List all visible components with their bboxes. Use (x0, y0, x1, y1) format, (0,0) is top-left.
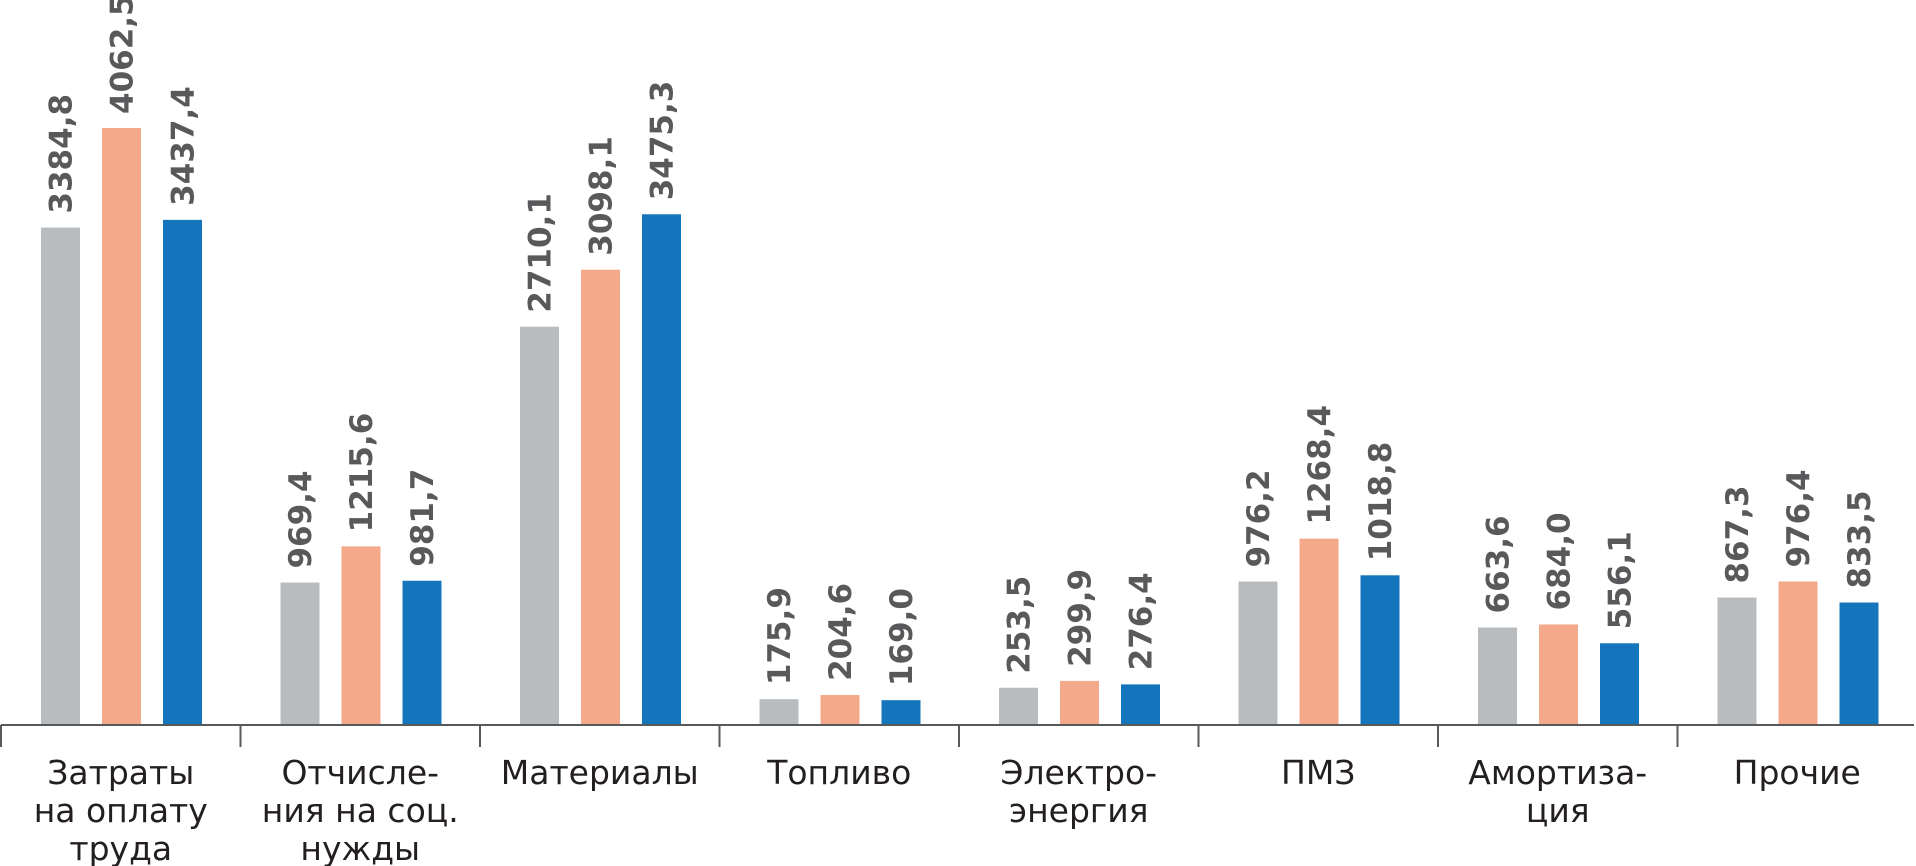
data-label-series2-8: 976,4 (1781, 469, 1817, 567)
data-label-series1-2: 969,4 (283, 470, 319, 568)
category-label-1-line-2: на оплату (34, 791, 208, 830)
data-label-series3-1: 3437,4 (166, 86, 202, 206)
data-label-series2-2: 1215,6 (344, 413, 380, 533)
category-label-2-line-1: Отчисле- (281, 753, 439, 792)
data-label-series1-5: 253,5 (1002, 576, 1038, 674)
data-label-series1-6: 976,2 (1241, 469, 1277, 567)
category-label-1-line-3: труда (69, 829, 172, 866)
bar-series1-6 (1238, 581, 1278, 725)
data-label-series2-1: 4062,5 (105, 0, 141, 114)
category-label-1-line-1: Затраты (47, 753, 194, 792)
bar-series3-8 (1839, 602, 1879, 725)
data-label-series3-7: 556,1 (1603, 531, 1639, 629)
data-label-series2-4: 204,6 (823, 583, 859, 681)
data-label-series2-6: 1268,4 (1302, 405, 1338, 525)
category-label-2-line-2: ния на соц. (262, 791, 459, 830)
bar-series3-3 (642, 214, 681, 725)
bar-series2-2 (341, 546, 381, 725)
bar-series2-8 (1778, 581, 1818, 725)
bar-series2-3 (581, 269, 620, 725)
category-label-7-line-2: ция (1526, 791, 1590, 830)
data-label-series1-8: 867,3 (1720, 485, 1756, 583)
bar-series1-3 (520, 326, 559, 725)
data-label-series1-4: 175,9 (762, 587, 798, 685)
data-label-series1-1: 3384,8 (44, 94, 80, 214)
bar-series3-6 (1360, 575, 1400, 725)
bar-series3-1 (163, 219, 202, 726)
data-label-series2-5: 299,9 (1063, 569, 1099, 667)
bar-series2-1 (102, 128, 141, 725)
bar-series2-6 (1299, 538, 1339, 725)
bar-series1-1 (41, 227, 80, 725)
data-label-series3-5: 276,4 (1124, 572, 1160, 670)
category-label-7-line-1: Амортиза- (1468, 753, 1647, 792)
bar-series3-7 (1600, 643, 1639, 725)
category-label-4-line-1: Топливо (766, 753, 911, 792)
bar-series1-7 (1478, 627, 1517, 725)
data-label-series1-3: 2710,1 (523, 193, 559, 313)
data-label-series1-7: 663,6 (1481, 515, 1517, 613)
bar-series1-2 (280, 582, 320, 725)
data-label-series3-4: 169,0 (884, 588, 920, 686)
data-label-series3-6: 1018,8 (1363, 442, 1399, 562)
category-label-3-line-1: Материалы (501, 753, 699, 792)
bar-series2-5 (1060, 680, 1099, 725)
data-label-series3-2: 981,7 (405, 469, 441, 567)
bar-series1-5 (999, 687, 1038, 725)
data-label-series3-3: 3475,3 (645, 81, 681, 201)
bar-series3-2 (402, 580, 442, 725)
category-label-2-line-3: нужды (300, 829, 420, 866)
bar-series3-4 (881, 700, 921, 725)
data-label-series2-3: 3098,1 (584, 136, 620, 256)
category-label-6-line-1: ПМЗ (1281, 753, 1355, 792)
bar-series1-8 (1717, 597, 1757, 725)
bar-series1-4 (759, 699, 799, 725)
category-label-8-line-1: Прочие (1734, 753, 1861, 792)
bar-series2-7 (1539, 624, 1578, 725)
category-label-5-line-2: энергия (1009, 791, 1149, 830)
data-label-series3-8: 833,5 (1842, 490, 1878, 588)
data-label-series2-7: 684,0 (1542, 512, 1578, 610)
bar-series3-5 (1121, 684, 1160, 725)
bar-series2-4 (820, 694, 860, 725)
category-label-5-line-1: Электро- (1000, 753, 1157, 792)
